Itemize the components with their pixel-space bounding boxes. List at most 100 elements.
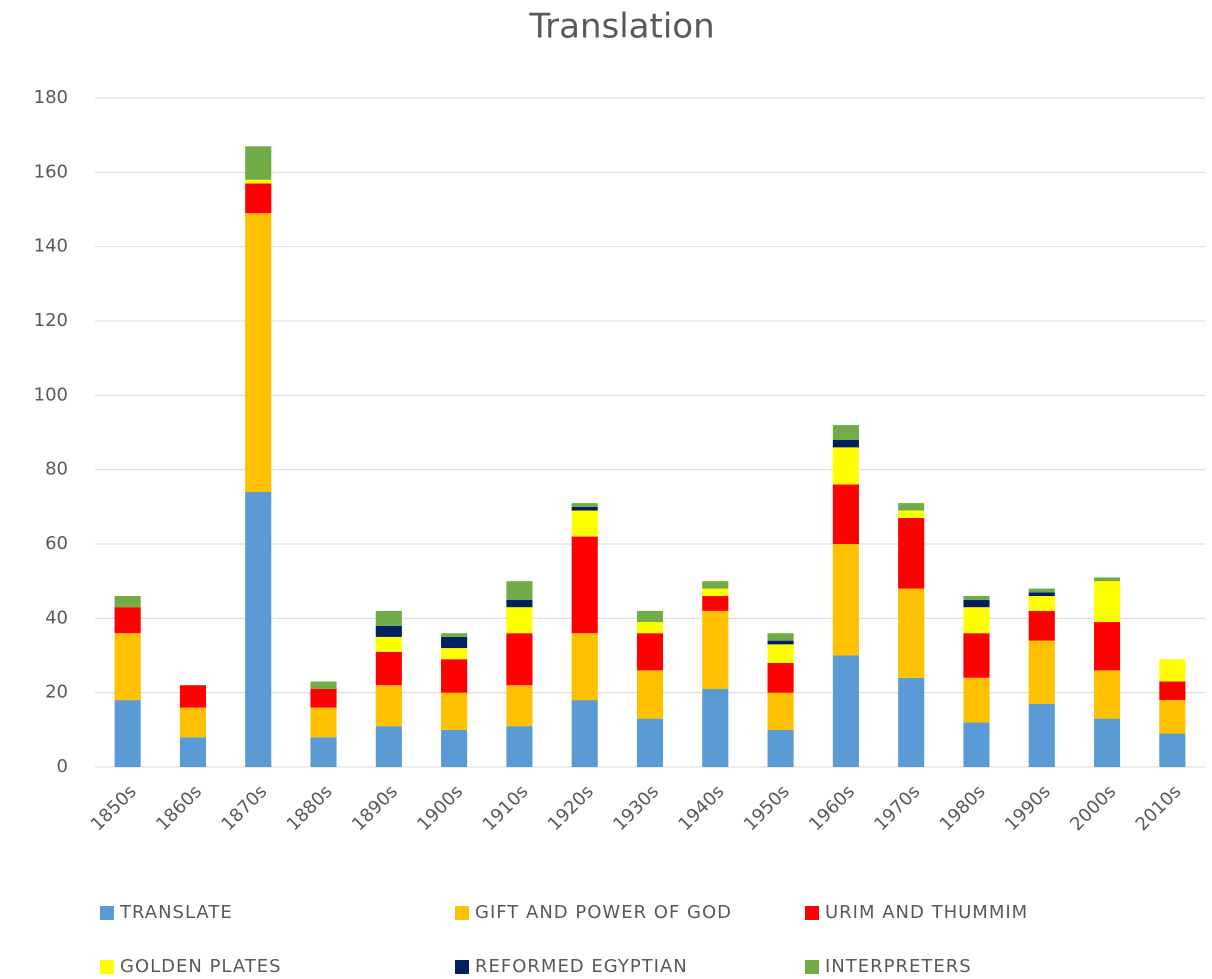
y-tick-label: 40 <box>45 607 68 628</box>
x-tick-label: 1980s <box>936 781 990 835</box>
y-tick-label: 120 <box>34 310 68 331</box>
bar-segment <box>310 681 337 689</box>
legend-swatch <box>100 906 114 920</box>
bar-segment <box>832 484 859 544</box>
bar-segment <box>114 607 141 634</box>
bar-segment <box>441 659 468 693</box>
bar-segment <box>441 729 468 767</box>
bar-segment <box>1028 640 1055 704</box>
x-tick-label: 2010s <box>1132 781 1186 835</box>
bar-segment <box>375 685 402 727</box>
bar-segment <box>506 633 533 686</box>
bar-segment <box>441 636 468 649</box>
y-tick-label: 180 <box>34 87 68 108</box>
bar-segment <box>179 707 206 738</box>
bar-segment <box>963 633 990 678</box>
bar-segment <box>898 510 925 518</box>
bar-segment <box>767 692 794 730</box>
legend-label: URIM AND THUMMIM <box>825 902 1028 923</box>
bar-segment <box>636 718 664 767</box>
bar-segment <box>963 677 990 723</box>
y-tick-label: 20 <box>45 682 68 703</box>
bar-segment <box>767 640 794 645</box>
bar-segment <box>832 655 859 767</box>
bar-segment <box>1159 659 1186 682</box>
legend-label: INTERPRETERS <box>825 956 972 977</box>
x-tick-label: 1960s <box>805 781 859 835</box>
bar-segment <box>1028 588 1055 593</box>
legend-swatch <box>805 960 819 974</box>
legend-label: TRANSLATE <box>119 902 233 923</box>
bar-segment <box>1028 596 1055 611</box>
x-tick-label: 1920s <box>544 781 598 835</box>
bar-segment <box>636 622 664 634</box>
bar-segment <box>506 726 533 767</box>
bar-segment <box>375 726 402 767</box>
x-tick-label: 1940s <box>674 781 728 835</box>
bar-segment <box>114 596 141 608</box>
x-tick-label: 1860s <box>152 781 206 835</box>
bar-segment <box>506 581 533 600</box>
x-tick-label: 1910s <box>479 781 533 835</box>
bar-segment <box>375 651 402 686</box>
bar-segment <box>702 610 729 689</box>
bar-segment <box>767 729 794 767</box>
bar-segment <box>114 700 141 767</box>
bar-segment <box>963 599 990 608</box>
bar-segment <box>636 670 664 719</box>
bar-segment <box>441 692 468 730</box>
bar-segment <box>179 737 206 767</box>
bar-segment <box>832 447 859 485</box>
bar-segment <box>1094 577 1121 582</box>
bar-segment <box>898 677 925 767</box>
legend-label: GOLDEN PLATES <box>120 956 282 977</box>
bar-segment <box>571 503 598 507</box>
bar-segment <box>702 588 729 597</box>
bar-segment <box>963 722 990 767</box>
y-tick-label: 80 <box>45 459 68 480</box>
bar-segment <box>310 688 337 708</box>
x-tick-label: 1870s <box>217 781 271 835</box>
x-tick-label: 1890s <box>348 781 402 835</box>
bar-segment <box>245 146 272 180</box>
bar-segment <box>571 510 598 537</box>
legend-swatch <box>455 906 469 920</box>
bar-segment <box>1159 681 1186 701</box>
bar-segment <box>375 636 402 652</box>
bar-segment <box>702 688 729 767</box>
bar-segment <box>1028 610 1055 641</box>
x-tick-label: 1900s <box>413 781 467 835</box>
bar-segment <box>571 700 598 767</box>
bar-segment <box>832 439 859 448</box>
x-tick-label: 1950s <box>740 781 794 835</box>
bar-segment <box>1159 733 1186 767</box>
bar-segment <box>767 633 794 641</box>
bar-segment <box>1028 592 1055 597</box>
bar-segment <box>702 596 729 611</box>
chart-title: Translation <box>528 7 714 47</box>
bar-segment <box>1028 703 1055 767</box>
bar-segment <box>767 644 794 663</box>
x-tick-label: 1990s <box>1001 781 1055 835</box>
bar-segment <box>310 737 337 767</box>
bar-segment <box>441 648 468 660</box>
bar-segment <box>767 662 794 693</box>
legend-label: GIFT AND POWER OF GOD <box>475 902 732 923</box>
y-tick-label: 140 <box>34 236 68 257</box>
y-tick-label: 160 <box>34 161 68 182</box>
bar-segment <box>179 685 206 708</box>
bar-segment <box>1094 718 1121 767</box>
x-tick-label: 1930s <box>609 781 663 835</box>
legend-label: REFORMED EGYPTIAN <box>475 956 688 977</box>
bar-segment <box>245 183 272 214</box>
bar-segment <box>898 503 925 511</box>
bar-segment <box>441 633 468 637</box>
x-tick-label: 1970s <box>870 781 924 835</box>
bar-segment <box>636 610 664 623</box>
x-tick-label: 1850s <box>87 781 141 835</box>
bar-segment <box>506 685 533 727</box>
x-tick-label: 1880s <box>283 781 337 835</box>
bar-segment <box>506 599 533 608</box>
bar-segment <box>1094 622 1121 671</box>
